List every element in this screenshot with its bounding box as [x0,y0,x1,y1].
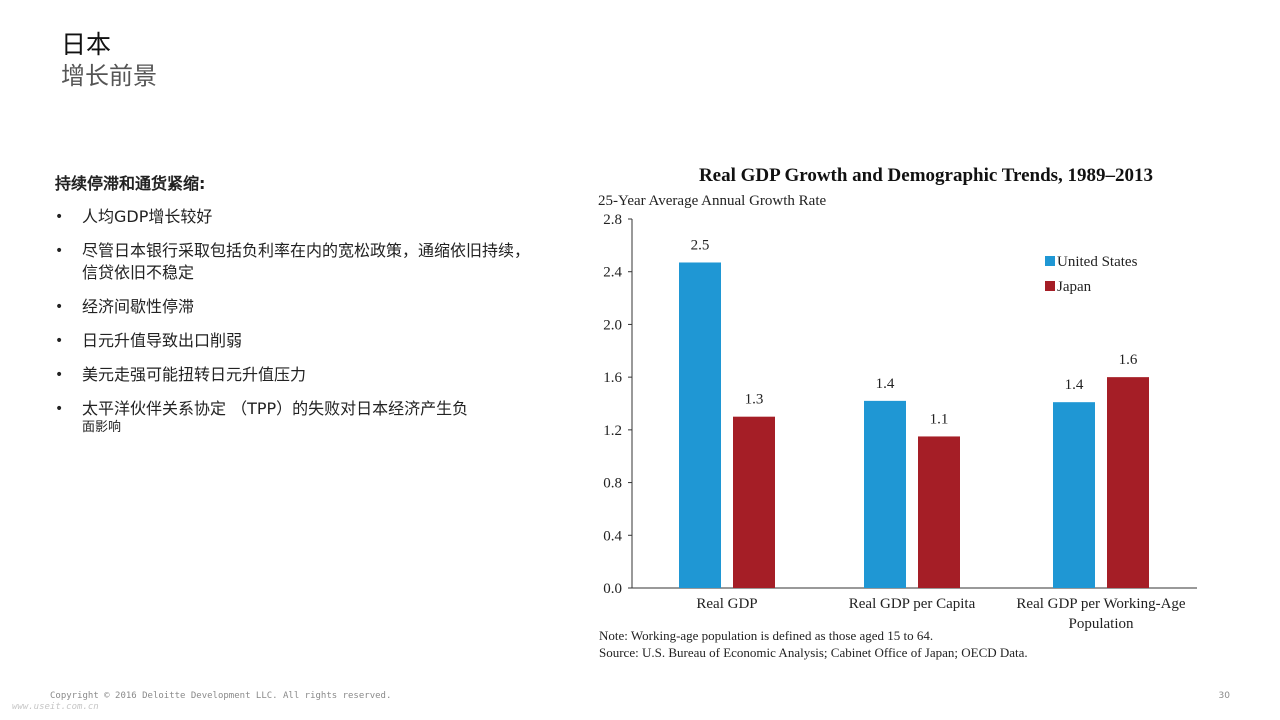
slide-subtitle: 增长前景 [61,62,157,90]
bar-data-label: 2.5 [691,237,710,253]
y-axis-label: 25-Year Average Annual Growth Rate [598,193,826,209]
y-tick-label: 2.0 [603,317,622,333]
bullet-item: 美元走强可能扭转日元升值压力 [55,364,535,386]
bullet-text: 经济间歇性停滞 [82,297,195,316]
x-category-label: Real GDP [696,596,757,612]
bullet-text-continued: 面影响 [82,420,122,435]
chart-bars: 2.5 1.3 Real GDP 1.4 1.1 Real GDP per Capita 1… [679,237,1186,632]
gdp-bar-chart: Real GDP Growth and Demographic Trends, … [590,158,1210,668]
watermark: www.useit.com.cn [12,702,99,712]
bar-data-label: 1.4 [1065,377,1084,393]
bar-us [864,400,906,588]
bullet-text: 人均GDP增长较好 [82,207,213,226]
slide-title: 日本 [61,30,112,59]
x-category-label: Real GDP per Capita [849,596,976,612]
x-category-label: Population [1068,616,1134,632]
bullet-text: 太平洋伙伴关系协定 （TPP）的失败对日本经济产生负 [82,399,469,418]
text-panel: 持续停滞和通货紧缩: 人均GDP增长较好 尽管日本银行采取包括负利率在内的宽松政… [55,170,535,448]
chart-source: Source: U.S. Bureau of Economic Analysis… [599,645,1028,660]
bullet-list: 人均GDP增长较好 尽管日本银行采取包括负利率在内的宽松政策，通缩依旧持续，信贷… [55,206,535,436]
bullet-item: 人均GDP增长较好 [55,206,535,228]
legend-swatch [1045,256,1055,266]
footer-copyright: Copyright © 2016 Deloitte Development LL… [50,691,392,701]
y-tick-label: 1.6 [603,370,622,386]
bullet-text: 尽管日本银行采取包括负利率在内的宽松政策，通缩依旧持续，信贷依旧不稳定 [82,241,531,282]
y-tick-label: 1.2 [603,423,622,439]
y-tick-label: 0.8 [603,476,622,492]
y-tick-label: 2.8 [603,212,622,228]
bar-data-label: 1.1 [930,411,949,427]
bar-japan [918,436,960,588]
bar-japan [733,416,775,588]
bullet-text: 美元走强可能扭转日元升值压力 [82,365,307,384]
bar-data-label: 1.4 [876,376,895,392]
bullet-item: 尽管日本银行采取包括负利率在内的宽松政策，通缩依旧持续，信贷依旧不稳定 [55,240,535,284]
bullet-item: 经济间歇性停滞 [55,296,535,318]
bar-data-label: 1.6 [1119,352,1138,368]
y-tick-label: 0.4 [603,528,622,544]
bar-data-label: 1.3 [745,392,764,408]
chart-svg: Real GDP Growth and Demographic Trends, … [598,165,1197,660]
chart-title: Real GDP Growth and Demographic Trends, … [699,165,1153,186]
bullet-item: 日元升值导致出口削弱 [55,330,535,352]
bullet-text: 日元升值导致出口削弱 [82,331,243,350]
y-tick-label: 0.0 [603,581,622,597]
x-category-label: Real GDP per Working-Age [1016,596,1186,612]
legend-swatch [1045,281,1055,291]
chart-note: Note: Working-age population is defined … [599,628,933,643]
bar-us [1053,402,1095,588]
bar-japan [1107,377,1149,588]
legend-label: Japan [1057,279,1092,295]
y-tick-label: 2.4 [603,265,622,281]
section-heading: 持续停滞和通货紧缩: [55,174,206,193]
page-number: 30 [1218,691,1230,701]
bar-us [679,262,721,588]
legend-label: United States [1057,254,1138,270]
chart-axes: 0.0 0.4 0.8 1.2 1.6 2.0 2.4 2.8 [603,212,1197,597]
chart-legend: United States Japan [1045,254,1138,295]
